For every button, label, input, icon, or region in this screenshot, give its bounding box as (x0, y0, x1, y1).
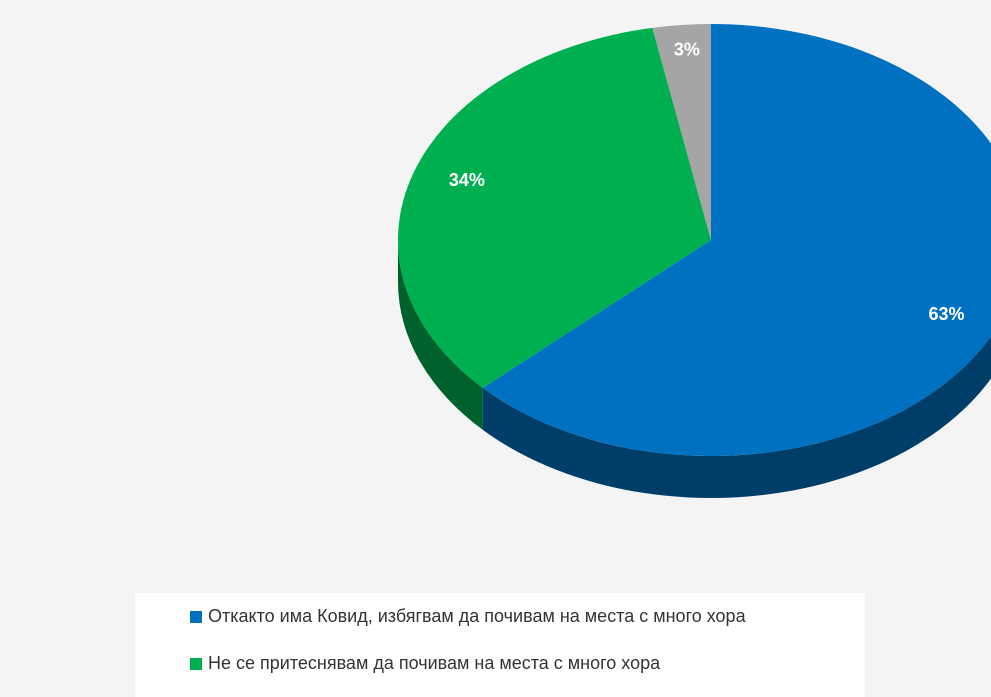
pie-slice (482, 24, 991, 456)
pie-side (398, 240, 483, 430)
value-label: 34% (449, 170, 485, 190)
legend-label: Не се притеснявам да почивам на места с … (208, 653, 661, 673)
pie-slice (652, 24, 711, 240)
value-label: 3% (674, 40, 700, 60)
legend-label: Откакто има Ковид, избягвам да почивам н… (208, 606, 747, 626)
legend-swatch (190, 611, 202, 623)
pie: 63% 34% 3% (397, 24, 991, 498)
legend: Откакто има Ковид, избягвам да почивам н… (190, 606, 747, 673)
legend-swatch (190, 658, 202, 670)
pie-slice (397, 27, 711, 388)
value-label: 63% (929, 304, 965, 324)
pie-side (482, 336, 991, 498)
legend-box (135, 593, 865, 697)
